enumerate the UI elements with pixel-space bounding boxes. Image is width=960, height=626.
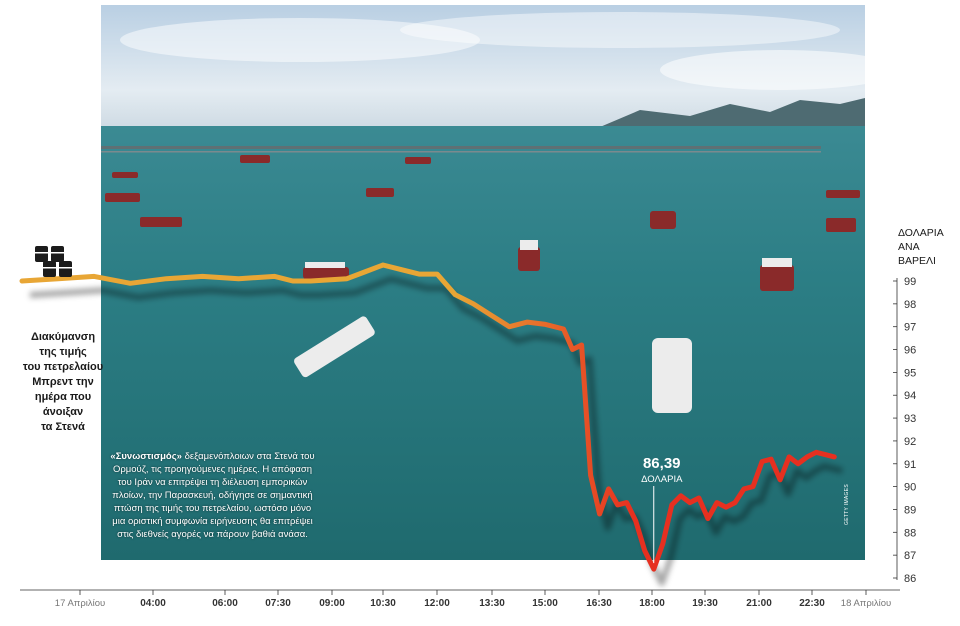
- caption-line: ημέρα που: [34, 391, 92, 403]
- caption-line: του πετρελαίου: [22, 361, 104, 373]
- series-line: [19, 262, 837, 572]
- y-tick-label: 99: [904, 276, 916, 288]
- y-tick-label: 92: [904, 436, 916, 448]
- y-tick-label: 90: [904, 482, 916, 494]
- y-tick-label: 97: [904, 322, 916, 334]
- series-line-shadow: [29, 276, 844, 587]
- chart-side-caption: Διακύμανση της τιμής του πετρελαίου Μπρε…: [18, 330, 108, 435]
- y-tick-label: 87: [904, 550, 916, 562]
- x-tick-label: 18 Απριλίου: [841, 598, 891, 609]
- background-photo: [101, 5, 900, 560]
- x-tick-label: 21:00: [746, 598, 772, 609]
- oil-barrels-icon: [35, 246, 72, 277]
- y-axis-unit-label: ΔΟΛΑΡΙΑ ΑΝΑ ΒΑΡΕΛΙ: [898, 226, 958, 268]
- y-tick-label: 89: [904, 504, 916, 516]
- photo-caption-body: δεξαμενόπλοιων στα Στενά του Ορμούζ, τις…: [112, 451, 315, 540]
- y-tick-label: 94: [904, 390, 916, 402]
- unit-line: ΔΟΛΑΡΙΑ: [898, 227, 944, 239]
- x-tick-label: 13:30: [479, 598, 505, 609]
- x-tick-label: 09:00: [319, 598, 345, 609]
- y-tick-label: 95: [904, 367, 916, 379]
- caption-line: άνοιξαν: [42, 406, 84, 418]
- x-tick-label: 15:00: [532, 598, 558, 609]
- caption-line: Μπρεντ την: [32, 376, 94, 388]
- caption-line: Διακύμανση: [30, 331, 96, 343]
- x-tick-label: 16:30: [586, 598, 612, 609]
- x-tick-label: 19:30: [692, 598, 718, 609]
- photo-caption: «Συνωστισμός» δεξαμενόπλοιων στα Στενά τ…: [110, 450, 315, 541]
- y-tick-label: 93: [904, 413, 916, 425]
- caption-line: τα Στενά: [41, 421, 85, 433]
- x-tick-label: 17 Απριλίου: [55, 598, 105, 609]
- unit-line: ΒΑΡΕΛΙ: [898, 255, 936, 267]
- annotation-value: 86,39: [643, 455, 681, 472]
- x-tick-label: 12:00: [424, 598, 450, 609]
- photo-credit: GETTY IMAGES: [844, 483, 850, 525]
- price-chart: 86,39 ΔΟΛΑΡΙΑ 99 98 97 96 95 94 93 92 91 90 89 88 87 86…: [19, 262, 916, 609]
- y-tick-label: 86: [904, 573, 916, 585]
- photo-caption-lead: «Συνωστισμός»: [110, 451, 182, 462]
- y-tick-label: 91: [904, 459, 916, 471]
- x-tick-label: 04:00: [140, 598, 166, 609]
- y-tick-label: 96: [904, 345, 916, 357]
- y-tick-label: 88: [904, 527, 916, 539]
- caption-line: της τιμής: [39, 346, 87, 358]
- x-tick-label: 07:30: [265, 598, 291, 609]
- x-tick-label: 06:00: [212, 598, 238, 609]
- x-tick-label: 22:30: [799, 598, 825, 609]
- y-tick-label: 98: [904, 299, 916, 311]
- annotation-unit: ΔΟΛΑΡΙΑ: [641, 474, 683, 485]
- x-tick-label: 10:30: [370, 598, 396, 609]
- x-tick-label: 18:00: [639, 598, 665, 609]
- unit-line: ΑΝΑ: [898, 241, 920, 253]
